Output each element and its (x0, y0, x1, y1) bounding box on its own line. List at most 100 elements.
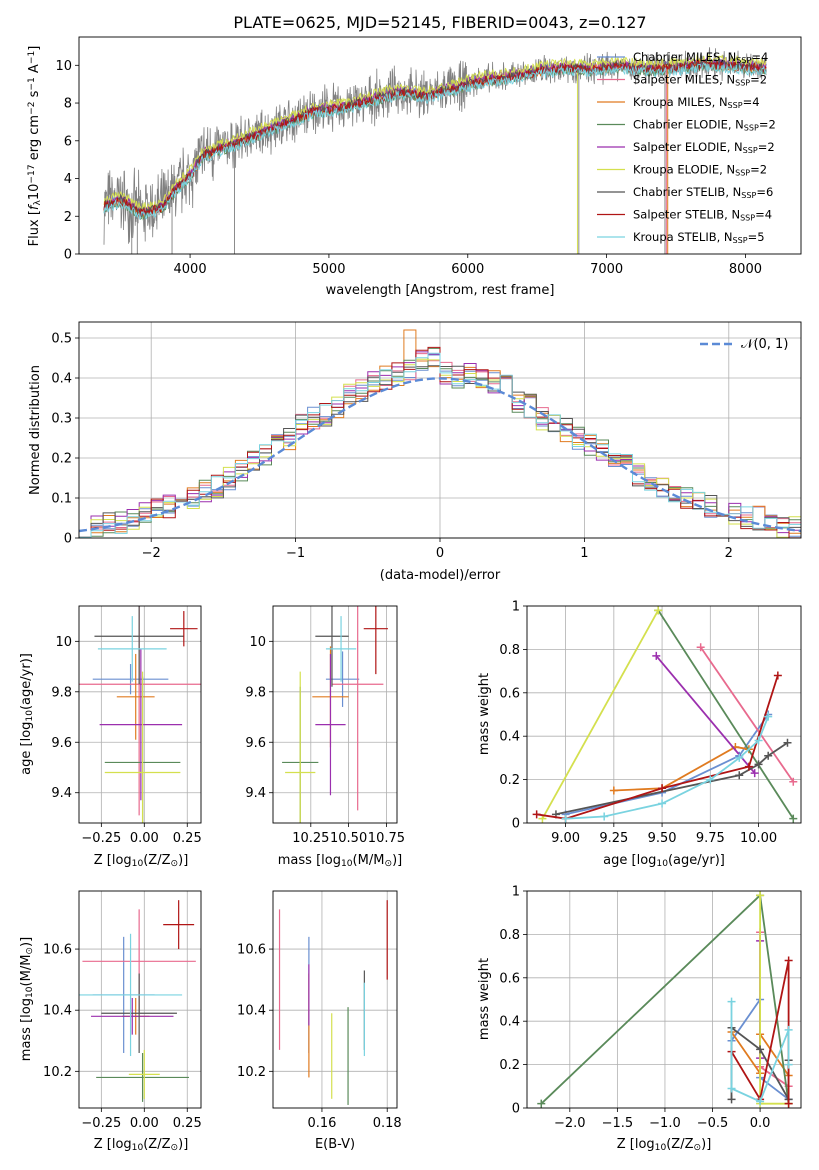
ebv-mass-frame (272, 890, 398, 1109)
z-weight-xlabel: Z [log10(Z/Z⊙)] (617, 1137, 712, 1153)
ebv-mass-plot-area (278, 900, 388, 1105)
residuals-ytick-label: 0.4 (51, 372, 72, 387)
spectrum-xtick-label: 8000 (729, 262, 762, 277)
age-weight-xtick-label: 9.50 (648, 831, 677, 846)
mass-age-ytick-label: 9.4 (245, 786, 266, 801)
z-weight-panel: −2.0 −1.5 −1.0 −0.5 0.0 0 0.2 0.4 0.6 0.8 1 (499, 885, 802, 1131)
z-age-point-chabrier-miles (92, 664, 169, 695)
residuals-xtick-label: 1 (580, 546, 588, 561)
spectrum-panel: 4000 5000 6000 7000 8000 0 2 4 6 8 10 (55, 36, 802, 277)
mass-age-point-salpeter-stelib (363, 606, 388, 675)
residuals-ytick-label: 0.1 (51, 492, 72, 507)
z-weight-ytick-label: 0.2 (499, 1058, 520, 1073)
z-age-xtick-label: −0.25 (81, 831, 121, 846)
z-weight-xtick-label: 0.0 (750, 1116, 771, 1131)
mass-age-xtick-label: 10.25 (292, 831, 329, 846)
age-weight-line-salpeter-miles (699, 646, 795, 783)
mass-age-panel: 10.25 10.50 10.75 9.4 9.6 9.8 10 (245, 605, 405, 846)
z-weight-marker-kroupa-stelib (784, 1060, 793, 1069)
mass-age-xtick-label: 10.50 (330, 831, 367, 846)
residuals-ytick-label: 0.5 (51, 332, 72, 347)
spectrum-ytick-label: 2 (64, 210, 72, 225)
z-age-ytick-label: 9.4 (51, 786, 72, 801)
residuals-ylabel: Normed distribution (28, 365, 43, 495)
z-age-point-salpeter-elodie (99, 648, 183, 801)
z-mass-point-salpeter-stelib (163, 900, 195, 950)
age-weight-marker-salpeter-miles (789, 777, 798, 786)
legend-label-kroupa-elodie: Kroupa ELODIE, NSSP=2 (633, 163, 767, 178)
spectrum-xtick-label: 6000 (451, 262, 484, 277)
z-weight-marker-chabrier-elodie (537, 1099, 546, 1108)
mass-age-ytick-label: 9.6 (245, 736, 266, 751)
spectrum-model-chabrier-stelib (103, 58, 767, 218)
spectrum-ytick-label: 6 (64, 134, 72, 149)
age-weight-ylabel: mass weight (477, 673, 492, 755)
z-mass-point-chabrier-elodie (96, 1052, 189, 1102)
spectrum-ylabel: Flux [fλ10−17 erg cm−2 s−1 A−1] (27, 46, 43, 247)
z-weight-xtick-label: −0.5 (697, 1116, 729, 1131)
age-weight-marker-salpeter-stelib (532, 810, 541, 819)
z-age-plot-area (79, 606, 201, 823)
figure-title: PLATE=0625, MJD=52145, FIBERID=0043, z=0… (233, 13, 646, 32)
mass-age-point-salpeter-elodie (315, 653, 346, 796)
z-age-point-kroupa-miles (116, 653, 155, 740)
z-weight-marker-kroupa-stelib (727, 1084, 736, 1093)
z-mass-point-chabrier-stelib (101, 973, 177, 1053)
legend-label-chabrier-miles: Chabrier MILES, NSSP=4 (633, 50, 768, 65)
age-weight-marker-chabrier-stelib (783, 738, 792, 747)
z-weight-xtick-label: −1.5 (602, 1116, 634, 1131)
age-weight-marker-chabrier-stelib (764, 751, 773, 760)
spectrum-xlabel: wavelength [Angstrom, rest frame] (326, 283, 555, 298)
z-age-point-salpeter-stelib (170, 611, 198, 647)
spectrum-xtick-label: 4000 (174, 262, 207, 277)
residuals-plot-area (79, 329, 801, 538)
age-weight-panel: 9.00 9.25 9.50 9.75 10.00 0 0.2 0.4 0.6 0.8 1 (499, 600, 802, 846)
ebv-mass-grid (273, 891, 397, 1108)
z-weight-marker-salpeter-stelib (784, 1099, 793, 1108)
z-mass-xlabel: Z [log10(Z/Z⊙)] (94, 1137, 189, 1153)
z-age-point-kroupa-stelib (97, 616, 167, 682)
spectrum-ytick-label: 0 (64, 248, 72, 263)
residuals-panel: −2 −1 0 1 2 0 0.1 0.2 0.3 0.4 0.5 (51, 321, 802, 561)
age-weight-xtick-label: 9.00 (551, 831, 580, 846)
z-mass-point-kroupa-elodie (128, 1049, 160, 1099)
legend-label-salpeter-elodie: Salpeter ELODIE, NSSP=2 (633, 140, 775, 155)
age-weight-marker-chabrier-stelib (735, 771, 744, 780)
spectrum-ytick-label: 8 (64, 97, 72, 112)
age-weight-marker-salpeter-elodie (750, 769, 759, 778)
mass-age-grid (273, 606, 397, 823)
histogram-salpeter-stelib (79, 346, 801, 538)
z-mass-plot-area (79, 900, 196, 1102)
age-weight-ytick-label: 0.2 (499, 773, 520, 788)
age-weight-marker-kroupa-stelib (561, 814, 570, 823)
z-weight-ytick-label: 0 (512, 1102, 520, 1117)
z-age-xtick-label: 0.00 (130, 831, 159, 846)
z-age-xlabel: Z [log10(Z/Z⊙)] (94, 853, 189, 869)
mass-age-plot-area (282, 606, 388, 823)
z-mass-ytick-label: 10.2 (43, 1065, 72, 1080)
z-mass-point-kroupa-stelib (79, 933, 183, 1057)
spectrum-plot-area (103, 47, 767, 254)
legend-label-chabrier-stelib: Chabrier STELIB, NSSP=6 (633, 185, 773, 200)
age-weight-xtick-label: 9.25 (599, 831, 628, 846)
z-weight-xtick-label: −1.0 (649, 1116, 681, 1131)
z-mass-ylabel: mass [log10(M/M⊙)] (19, 937, 35, 1061)
age-weight-marker-kroupa-miles (609, 786, 618, 795)
z-weight-ytick-label: 1 (512, 885, 520, 900)
z-mass-panel: −0.25 0.00 0.25 10.2 10.4 10.6 (43, 890, 202, 1131)
age-weight-marker-kroupa-stelib (764, 712, 773, 721)
z-weight-ytick-label: 0.4 (499, 1015, 520, 1030)
age-weight-line-kroupa-miles (613, 746, 750, 792)
age-weight-xtick-label: 10.00 (740, 831, 777, 846)
age-weight-line-chabrier-elodie (657, 609, 795, 820)
age-weight-marker-salpeter-miles (696, 643, 705, 652)
z-weight-marker-salpeter-stelib (784, 956, 793, 965)
spectrum-frame (78, 36, 802, 255)
spectrum-model-kroupa-stelib (103, 61, 767, 220)
z-age-grid (79, 606, 201, 823)
age-weight-line-salpeter-stelib (536, 675, 779, 820)
z-weight-marker-kroupa-stelib (727, 997, 736, 1006)
residuals-ytick-label: 0 (64, 532, 72, 547)
z-age-xtick-label: 0.25 (173, 831, 202, 846)
mass-age-point-kroupa-stelib (325, 616, 357, 682)
